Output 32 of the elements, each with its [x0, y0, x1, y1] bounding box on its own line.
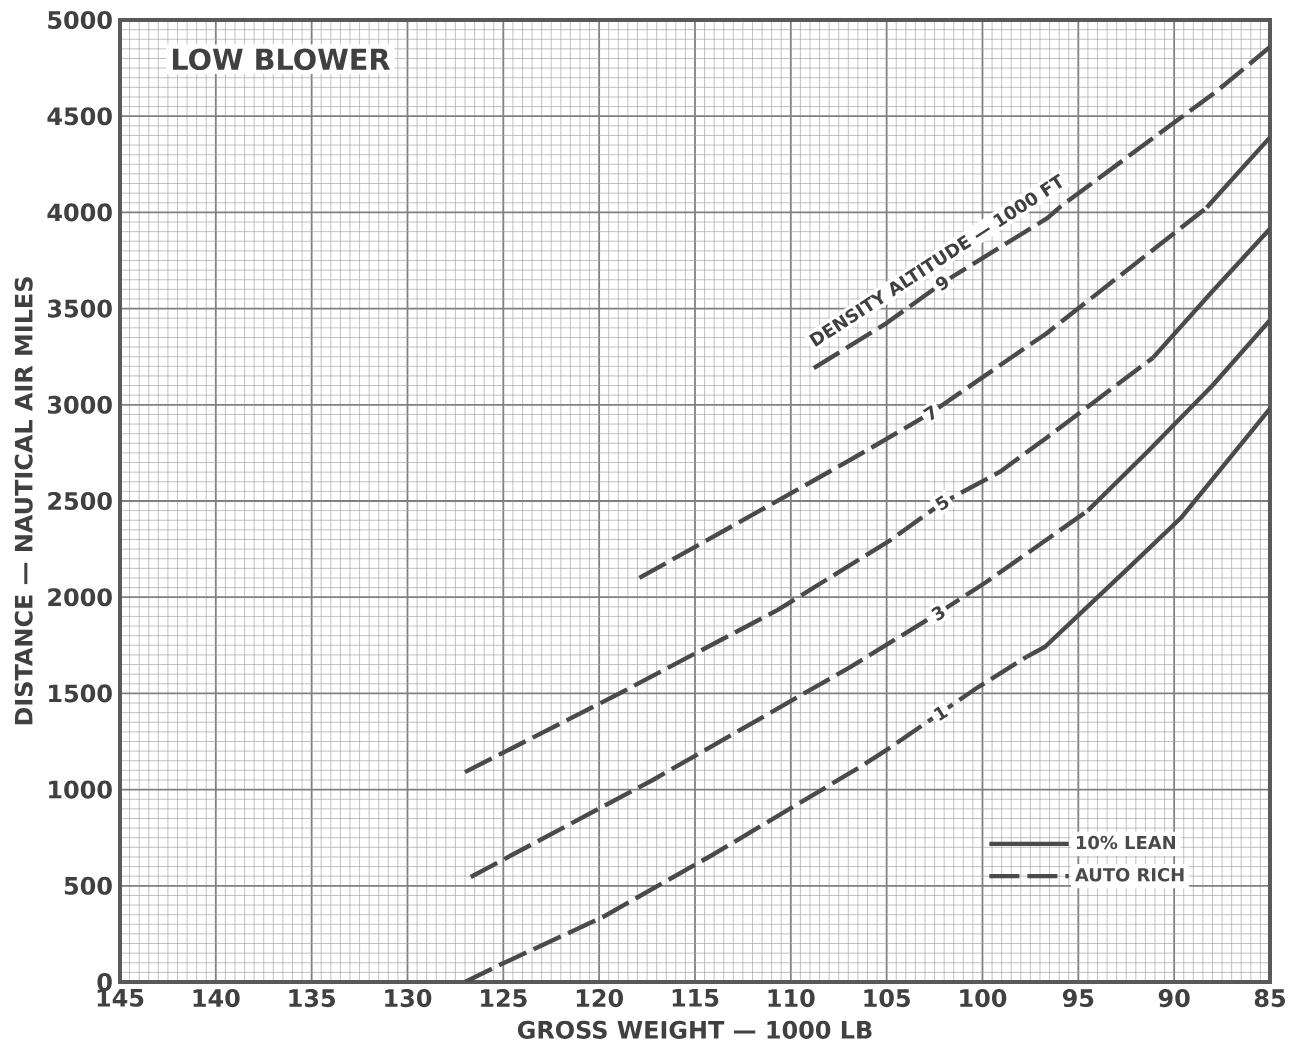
y-tick-label: 500 — [64, 876, 112, 895]
x-tick-label: 95 — [1062, 989, 1094, 1008]
x-tick-label: 125 — [481, 989, 527, 1008]
x-tick-label: 130 — [385, 989, 432, 1008]
legend-label: AUTO RICH — [1075, 867, 1184, 882]
annotation: LOW BLOWER — [172, 48, 390, 71]
x-tick-label: 120 — [576, 989, 623, 1008]
x-tick-label: 90 — [1158, 989, 1190, 1008]
y-tick-label: 3500 — [47, 299, 112, 318]
y-axis-title: DISTANCE — NAUTICAL AIR MILES — [14, 277, 33, 725]
annotation: 3 — [931, 606, 945, 621]
y-tick-label: 2500 — [48, 491, 112, 511]
x-tick-label: 115 — [672, 989, 719, 1007]
y-tick-label: 4500 — [47, 107, 112, 126]
x-tick-label: 145 — [97, 989, 144, 1007]
x-axis-title: GROSS WEIGHT — 1000 LB — [517, 1020, 872, 1039]
annotation: 7 — [922, 404, 935, 421]
legend-label: 10% LEAN — [1076, 835, 1176, 850]
y-tick-label: 3000 — [47, 395, 112, 414]
annotation: 5 — [934, 495, 949, 511]
y-tick-label: 1000 — [49, 780, 112, 799]
x-tick-label: 140 — [193, 989, 240, 1008]
y-tick-label: 5000 — [48, 10, 112, 30]
y-tick-label: 2000 — [48, 588, 112, 607]
x-tick-label: 85 — [1254, 989, 1285, 1008]
y-tick-label: 4000 — [47, 203, 112, 222]
x-tick-label: 110 — [768, 989, 815, 1008]
x-tick-label: 135 — [289, 989, 335, 1008]
x-tick-label: 100 — [960, 989, 1007, 1008]
x-tick-label: 105 — [864, 989, 910, 1008]
y-tick-label: 1500 — [49, 684, 112, 703]
annotation: 1 — [933, 706, 949, 721]
